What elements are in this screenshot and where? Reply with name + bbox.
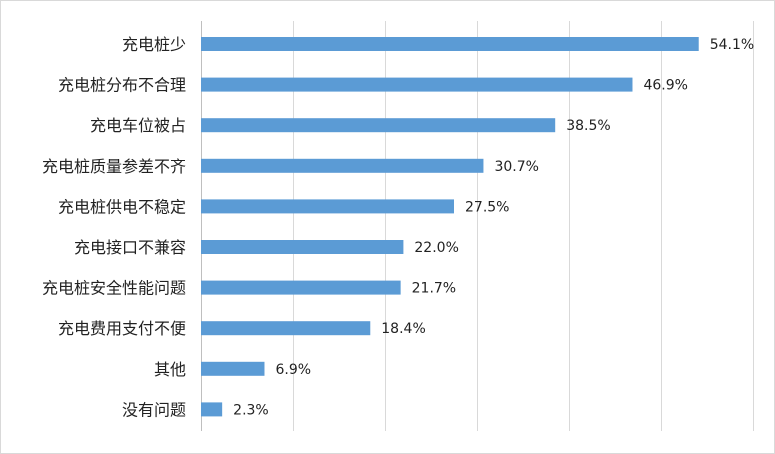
labels: 充电桩少 54.1% 充电桩分布不合理 46.9% 充电车位被占 38.5% 充电桩质量参差… bbox=[42, 35, 754, 419]
bar bbox=[201, 158, 484, 173]
category-label: 充电车位被占 bbox=[90, 116, 186, 135]
value-label: 22.0% bbox=[414, 240, 458, 256]
category-label: 其他 bbox=[154, 360, 186, 379]
bar bbox=[201, 199, 454, 214]
category-label: 充电桩少 bbox=[122, 35, 186, 54]
category-label: 充电桩安全性能问题 bbox=[42, 279, 186, 298]
category-label: 充电桩分布不合理 bbox=[58, 76, 186, 95]
bar bbox=[201, 118, 556, 133]
value-label: 38.5% bbox=[566, 118, 610, 134]
value-label: 21.7% bbox=[412, 281, 456, 297]
value-label: 46.9% bbox=[643, 78, 687, 94]
bars bbox=[201, 37, 699, 417]
category-label: 没有问题 bbox=[122, 400, 186, 419]
value-label: 30.7% bbox=[494, 159, 538, 175]
bar bbox=[201, 361, 265, 376]
bar bbox=[201, 77, 633, 92]
bar bbox=[201, 280, 401, 295]
value-label: 2.3% bbox=[233, 402, 269, 418]
category-label: 充电桩供电不稳定 bbox=[58, 197, 186, 216]
category-label: 充电接口不兼容 bbox=[74, 238, 186, 257]
bar bbox=[201, 321, 371, 336]
category-label: 充电费用支付不便 bbox=[58, 319, 186, 338]
bar bbox=[201, 37, 699, 51]
category-label: 充电桩质量参差不齐 bbox=[42, 157, 186, 176]
value-label: 54.1% bbox=[710, 37, 754, 53]
value-label: 6.9% bbox=[275, 362, 311, 378]
value-label: 18.4% bbox=[381, 321, 425, 337]
value-label: 27.5% bbox=[465, 199, 509, 215]
bar bbox=[201, 240, 404, 254]
bar bbox=[201, 402, 223, 417]
